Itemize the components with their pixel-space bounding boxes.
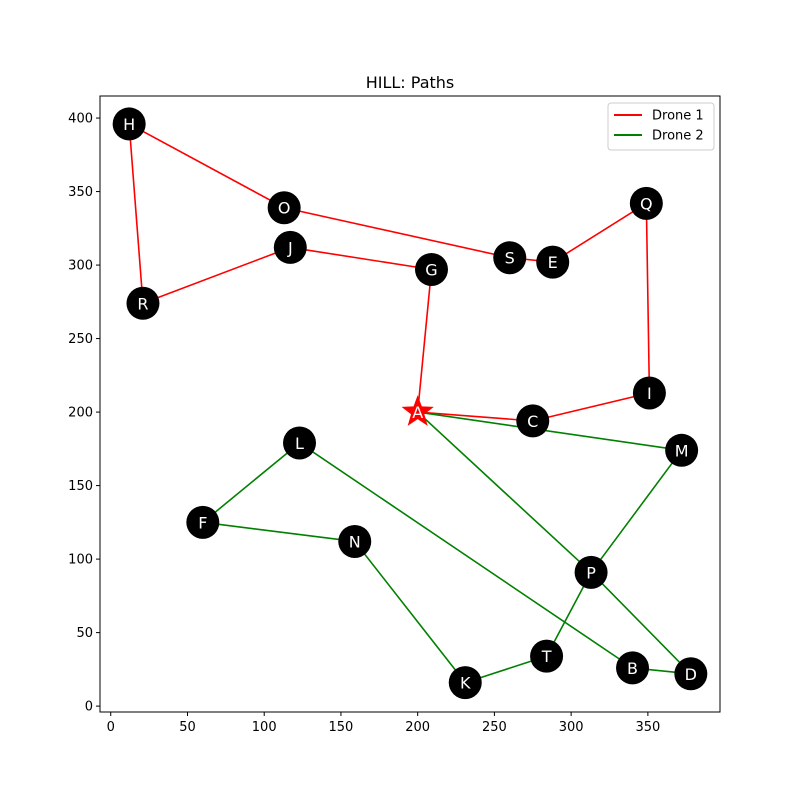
node-marker <box>283 426 317 460</box>
node-marker <box>530 639 564 673</box>
node-label: K <box>460 674 471 693</box>
y-tick-label: 50 <box>76 626 93 641</box>
node-label: S <box>505 249 515 268</box>
depot-label: A <box>412 403 423 422</box>
node-label: I <box>647 384 652 403</box>
node-label: E <box>548 253 558 272</box>
node-label: O <box>278 199 291 218</box>
node-label: Q <box>640 194 653 213</box>
legend-item-drone-1: Drone 1 <box>614 109 704 124</box>
node-marker <box>665 433 699 467</box>
plot-frame <box>99 95 721 713</box>
y-tick-label: 350 <box>68 185 93 200</box>
x-axis: 0 50 100 150 200 250 300 350 <box>107 712 660 735</box>
node-marker <box>629 186 663 220</box>
node-f: F <box>186 505 220 539</box>
path-drone-2 <box>202 411 692 684</box>
y-axis: 0 50 100 150 200 250 300 350 400 <box>68 112 100 715</box>
node-marker <box>632 376 666 410</box>
path-drone-1 <box>128 123 651 422</box>
node-m: M <box>665 433 699 467</box>
node-label: T <box>541 647 552 666</box>
node-marker <box>414 252 448 286</box>
node-marker <box>126 286 160 320</box>
node-o: O <box>267 191 301 225</box>
node-n: N <box>338 524 372 558</box>
node-marker <box>267 191 301 225</box>
x-tick-label: 250 <box>482 720 507 735</box>
chart-title: HILL: Paths <box>366 73 455 92</box>
x-tick-label: 100 <box>252 720 277 735</box>
y-tick-label: 100 <box>68 553 93 568</box>
node-g: G <box>414 252 448 286</box>
x-tick-label: 150 <box>329 720 354 735</box>
node-label: B <box>627 659 638 678</box>
node-marker <box>448 666 482 700</box>
y-tick-label: 300 <box>68 259 93 274</box>
node-label: P <box>586 563 596 582</box>
x-tick-label: 300 <box>559 720 584 735</box>
node-label: N <box>349 532 361 551</box>
legend-label: Drone 2 <box>652 129 704 144</box>
node-p: P <box>574 555 608 589</box>
node-c: C <box>516 404 550 438</box>
y-tick-label: 250 <box>68 332 93 347</box>
node-label: L <box>295 434 304 453</box>
node-marker <box>574 555 608 589</box>
y-tick-label: 150 <box>68 479 93 494</box>
node-label: H <box>123 115 135 134</box>
node-l: L <box>283 426 317 460</box>
node-marker <box>536 245 570 279</box>
plot-area <box>100 96 720 712</box>
node-r: R <box>126 286 160 320</box>
depot-a: A <box>401 395 434 426</box>
node-label: M <box>675 441 689 460</box>
depot-star-icon <box>401 395 434 426</box>
node-label: F <box>198 513 207 532</box>
node-b: B <box>616 651 650 685</box>
node-q: Q <box>629 186 663 220</box>
node-marker <box>516 404 550 438</box>
nodes: H O J R G S E Q I C M L F N P T K B D A <box>112 107 708 700</box>
node-label: G <box>425 260 437 279</box>
node-s: S <box>493 241 527 275</box>
drone-paths <box>128 123 692 684</box>
y-tick-label: 200 <box>68 406 93 421</box>
x-tick-label: 200 <box>405 720 430 735</box>
legend-item-drone-2: Drone 2 <box>614 129 704 144</box>
node-e: E <box>536 245 570 279</box>
node-marker <box>186 505 220 539</box>
x-tick-label: 50 <box>179 720 196 735</box>
legend-label: Drone 1 <box>652 109 704 124</box>
node-marker <box>112 107 146 141</box>
node-label: D <box>685 665 697 684</box>
legend: Drone 1 Drone 2 <box>607 102 715 151</box>
node-marker <box>674 657 708 691</box>
node-i: I <box>632 376 666 410</box>
node-label: R <box>137 294 148 313</box>
node-d: D <box>674 657 708 691</box>
node-marker <box>616 651 650 685</box>
y-tick-label: 400 <box>68 112 93 127</box>
node-h: H <box>112 107 146 141</box>
x-tick-label: 0 <box>107 720 115 735</box>
x-tick-label: 350 <box>635 720 660 735</box>
node-marker <box>493 241 527 275</box>
node-k: K <box>448 666 482 700</box>
node-marker <box>338 524 372 558</box>
node-j: J <box>273 230 307 264</box>
node-t: T <box>530 639 564 673</box>
node-label: J <box>287 238 293 257</box>
y-tick-label: 0 <box>85 700 93 715</box>
node-label: C <box>527 412 538 431</box>
node-marker <box>273 230 307 264</box>
